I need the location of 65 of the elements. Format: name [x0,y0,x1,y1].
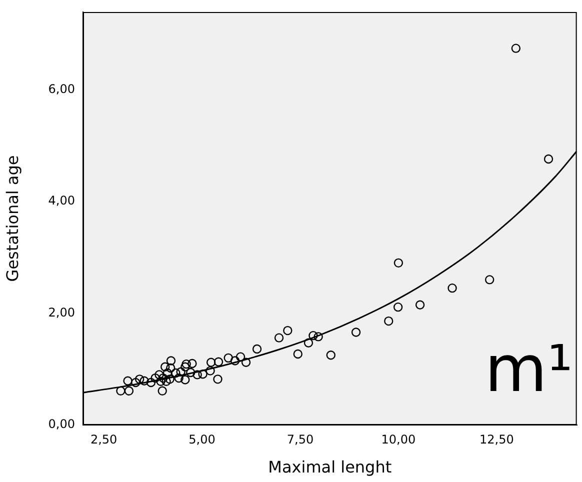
point [180,362,190,372]
point [241,358,251,368]
x-tick-label: 2,50 [90,432,118,446]
y-tick-label: 4,00 [48,194,75,208]
point [224,353,233,363]
point [146,378,156,388]
point [192,370,202,380]
point [188,358,197,368]
point [154,370,164,380]
x-tick-label: 12,50 [479,432,514,446]
point [134,374,144,384]
point [198,370,208,379]
point [448,283,457,293]
y-tick-label: 6,00 [48,82,75,96]
point [160,362,170,372]
point [166,363,176,373]
point [176,367,186,377]
annotation: m¹ [484,333,573,407]
point [186,368,196,378]
point [150,373,160,383]
x-tick-label: 5,00 [188,432,216,446]
y-tick-label: 2,00 [48,305,75,320]
point [166,356,176,366]
point [156,376,166,386]
point [511,44,521,53]
point [165,374,174,384]
point [314,332,323,342]
point [214,357,224,366]
point [252,344,262,354]
x-tick-label: 10,00 [381,432,416,446]
point [484,275,494,284]
point [140,376,149,386]
point [182,359,191,369]
point [158,373,168,383]
point [394,258,404,268]
point [131,378,140,388]
point [180,375,190,384]
point [206,358,216,368]
point [351,328,361,337]
point [393,302,403,312]
y-axis-title: Gestational age [2,155,22,282]
point [213,374,222,384]
point [326,350,336,360]
point [236,352,246,362]
y-tick-label: 0,00 [48,417,75,432]
point [384,316,394,326]
point [230,356,240,366]
point [206,366,215,376]
point [162,376,171,386]
point [116,386,126,396]
point [158,386,167,396]
point [304,338,314,348]
point [544,154,554,164]
x-axis-title: Maximal lenght [268,458,392,477]
point [274,333,284,342]
point [283,326,292,336]
point [171,368,180,378]
point [123,376,132,386]
point [415,300,425,310]
point [162,368,172,378]
point [308,330,318,340]
point [124,386,134,396]
point [293,349,302,359]
x-tick-label: 7,50 [286,432,314,446]
point [174,373,184,383]
